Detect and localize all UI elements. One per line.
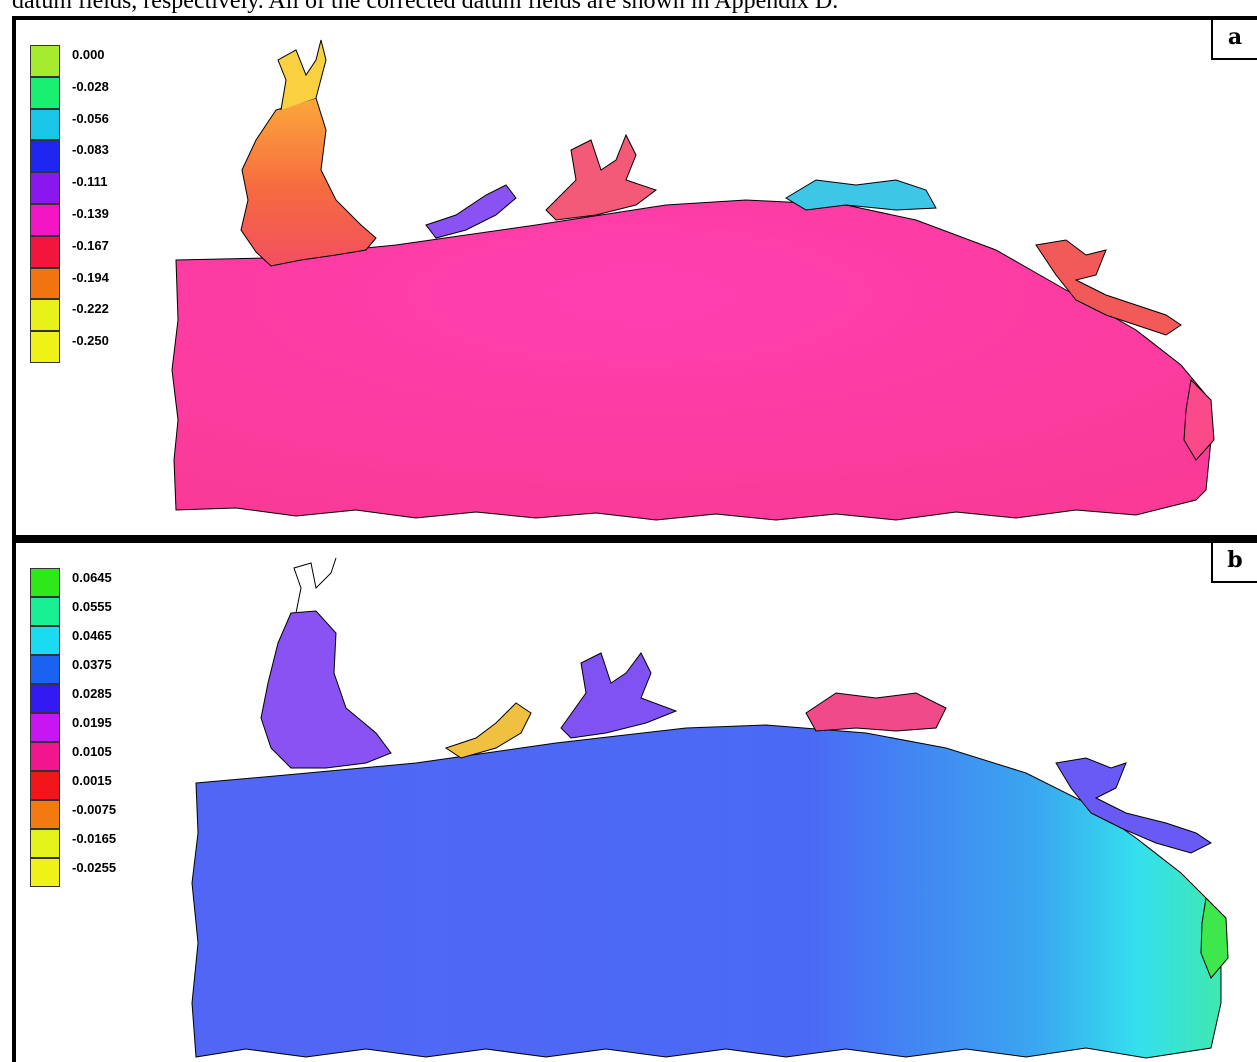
bay-region-a5 xyxy=(1183,378,1215,461)
panel-b-legend-label: 0.0555 xyxy=(72,599,112,614)
panel-a-legend-swatch xyxy=(30,203,60,236)
panel-b-legend-swatch xyxy=(30,713,60,742)
ocean-region-b xyxy=(191,724,1222,1059)
panel-b-legend-label: -0.0075 xyxy=(72,802,117,817)
ocean-region-a xyxy=(171,199,1212,521)
panel-letter-b: b xyxy=(1211,543,1257,583)
panel-letter-a: a xyxy=(1211,20,1257,60)
lake-region-a xyxy=(240,97,377,267)
bay-region-b2 xyxy=(560,652,678,739)
panel-b: b 0.0645 0.0555 0.0465 0.0375 0.0285 0.0195 0.… xyxy=(12,539,1257,1062)
panel-b-legend-swatch xyxy=(30,742,60,771)
panel-a-legend-swatch xyxy=(30,76,60,109)
panel-a-legend-label: -0.111 xyxy=(72,174,108,190)
datum-map-b xyxy=(191,557,1229,1059)
panel-a-legend-swatch xyxy=(30,140,60,173)
panel-b-legend-label: 0.0285 xyxy=(72,686,112,701)
datum-map-a xyxy=(171,39,1215,521)
lake-region-b xyxy=(260,610,392,769)
bay-region-a3 xyxy=(785,179,937,211)
panel-a: a 0.000 -0.028 -0.056 -0.083 -0.111 -0.139 -0.… xyxy=(12,16,1257,539)
panel-b-legend-label: -0.0165 xyxy=(72,831,117,846)
panel-b-legend-label: 0.0105 xyxy=(72,744,112,759)
panel-a-legend-label: -0.139 xyxy=(72,205,109,221)
panel-a-legend-swatch xyxy=(30,45,60,77)
bay-region-b4 xyxy=(1055,757,1212,854)
panel-a-legend-label: -0.250 xyxy=(72,333,109,349)
panel-b-legend-swatch xyxy=(30,655,60,684)
panel-a-legend-label: -0.222 xyxy=(72,301,109,317)
panel-a-legend-label: -0.028 xyxy=(72,78,109,94)
panel-a-legend-swatch xyxy=(30,267,60,300)
panel-b-legend-swatch xyxy=(30,829,60,858)
panel-a-legend-label: -0.083 xyxy=(72,142,109,158)
panel-a-legend-label: -0.056 xyxy=(72,110,109,126)
panel-a-legend-swatch xyxy=(30,235,60,268)
panel-b-legend-swatch xyxy=(30,684,60,713)
panel-b-legend-swatch xyxy=(30,771,60,800)
panel-b-legend-swatch xyxy=(30,626,60,655)
bay-region-b5 xyxy=(1200,896,1229,979)
bay-region-b3 xyxy=(805,692,947,732)
panel-b-legend-label: 0.0375 xyxy=(72,657,112,672)
panel-b-legend-label: 0.0015 xyxy=(72,773,112,788)
panel-a-legend-swatch xyxy=(30,299,60,332)
bay-region-b1 xyxy=(444,702,532,759)
panel-b-legend-label: -0.0255 xyxy=(72,860,117,875)
panel-a-legend-label: -0.194 xyxy=(72,269,109,285)
caption-text: datum fields, respectively. All of the c… xyxy=(12,0,839,14)
panel-b-legend-label: 0.0195 xyxy=(72,715,112,730)
panel-b-legend-label: 0.0465 xyxy=(72,628,112,643)
panel-b-legend-swatch xyxy=(30,568,60,597)
bay-region-a1 xyxy=(425,184,517,239)
panel-a-legend-swatch xyxy=(30,108,60,141)
panel-a-legend-swatch xyxy=(30,172,60,204)
panel-b-legend-swatch xyxy=(30,597,60,626)
panel-b-legend-label: 0.0645 xyxy=(72,570,112,585)
panel-b-legend-swatch xyxy=(30,800,60,829)
panel-b-legend-swatch xyxy=(30,858,60,887)
panel-a-legend-label: -0.167 xyxy=(72,237,109,253)
panel-a-legend-swatch xyxy=(30,331,60,363)
bay-region-a4 xyxy=(1035,239,1182,336)
panel-a-legend-label: 0.000 xyxy=(72,47,105,62)
bay-region-a2 xyxy=(545,133,658,221)
